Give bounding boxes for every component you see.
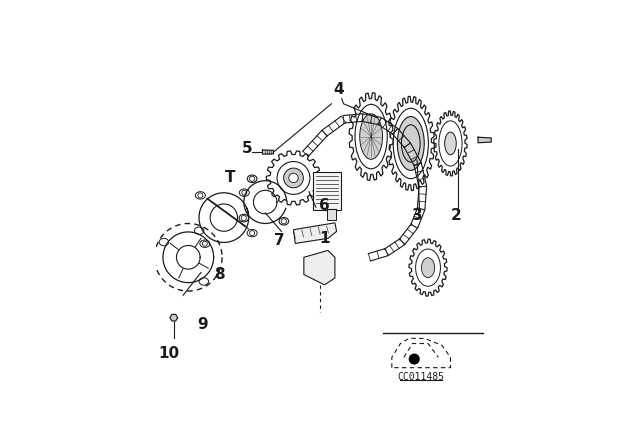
Polygon shape	[170, 314, 177, 321]
Text: 9: 9	[196, 317, 207, 332]
Circle shape	[242, 190, 247, 195]
Polygon shape	[266, 151, 321, 205]
Text: 3: 3	[412, 208, 423, 224]
Circle shape	[250, 231, 255, 236]
Circle shape	[250, 176, 255, 181]
Ellipse shape	[421, 258, 435, 278]
Ellipse shape	[239, 189, 250, 196]
Circle shape	[277, 162, 310, 194]
Text: 7: 7	[275, 233, 285, 248]
Ellipse shape	[199, 278, 209, 285]
Ellipse shape	[397, 116, 424, 170]
Text: T: T	[225, 170, 235, 185]
Circle shape	[410, 354, 419, 364]
Ellipse shape	[279, 218, 289, 225]
Text: 2: 2	[451, 208, 461, 224]
Text: 6: 6	[319, 198, 330, 213]
Polygon shape	[349, 93, 393, 181]
Text: CC011485: CC011485	[397, 372, 445, 382]
Text: 1: 1	[319, 231, 330, 246]
Polygon shape	[478, 137, 491, 143]
Ellipse shape	[401, 125, 420, 162]
Circle shape	[284, 168, 303, 188]
FancyBboxPatch shape	[313, 172, 341, 210]
Ellipse shape	[239, 214, 248, 222]
Circle shape	[241, 215, 246, 221]
Polygon shape	[294, 223, 337, 244]
Text: 10: 10	[159, 346, 180, 362]
Text: 5: 5	[242, 141, 252, 156]
Ellipse shape	[415, 249, 440, 286]
Ellipse shape	[360, 114, 383, 159]
Ellipse shape	[159, 238, 169, 246]
Text: 4: 4	[333, 82, 344, 98]
Ellipse shape	[247, 229, 257, 237]
Circle shape	[198, 193, 203, 198]
Circle shape	[289, 173, 298, 183]
Polygon shape	[434, 111, 467, 176]
Polygon shape	[409, 239, 447, 296]
Ellipse shape	[247, 175, 257, 182]
Circle shape	[281, 219, 287, 224]
Ellipse shape	[200, 240, 210, 247]
Circle shape	[202, 241, 207, 246]
Polygon shape	[387, 96, 435, 190]
Polygon shape	[304, 250, 335, 285]
Polygon shape	[262, 150, 273, 154]
Text: 8: 8	[214, 267, 225, 282]
Ellipse shape	[445, 132, 456, 155]
FancyBboxPatch shape	[327, 209, 336, 220]
Ellipse shape	[195, 227, 204, 234]
Ellipse shape	[355, 104, 387, 169]
Ellipse shape	[195, 192, 205, 199]
Ellipse shape	[439, 121, 462, 166]
